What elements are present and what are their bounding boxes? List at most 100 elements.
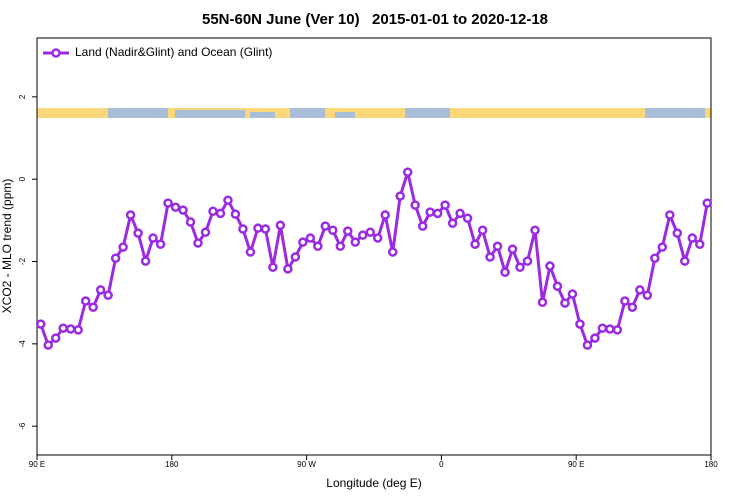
point [650, 253, 660, 263]
point [545, 261, 555, 271]
point [43, 340, 53, 350]
x-tick-label: 180 [165, 460, 179, 469]
x-tick-label: 90 E [29, 460, 45, 469]
point [605, 324, 615, 334]
point [695, 239, 705, 249]
point [65, 324, 76, 334]
point [507, 244, 518, 254]
point [492, 241, 503, 252]
point [118, 242, 128, 252]
point [500, 267, 510, 277]
point [462, 213, 473, 224]
point [298, 237, 308, 247]
x-tick-label: 0 [439, 460, 444, 469]
point [672, 228, 683, 238]
point [665, 210, 675, 220]
point [567, 289, 578, 299]
point [223, 195, 233, 205]
point [155, 239, 166, 249]
point [537, 297, 548, 308]
point [477, 225, 488, 235]
point [268, 262, 278, 273]
x-tick-label: 90 E [568, 460, 584, 469]
y-tick-label: -6 [18, 422, 27, 430]
point [470, 239, 480, 249]
point [522, 256, 533, 266]
point [320, 221, 331, 231]
point [290, 252, 301, 262]
point [305, 233, 316, 243]
y-tick-label: 2 [18, 94, 27, 99]
point [253, 223, 263, 233]
plot-frame [36, 37, 712, 456]
point [260, 224, 271, 234]
point [133, 228, 143, 238]
point [590, 333, 600, 343]
point [440, 200, 450, 210]
legend-label: Land (Nadir&Glint) and Ocean (Glint) [75, 45, 272, 59]
point [193, 238, 203, 248]
chart-title: 55N-60N June (Ver 10) 2015-01-01 to 2020… [202, 11, 548, 28]
point [680, 256, 690, 266]
point [387, 247, 398, 257]
point [432, 208, 443, 219]
point [110, 253, 121, 263]
point [372, 233, 383, 243]
point [455, 208, 465, 219]
point [335, 241, 346, 252]
point [73, 325, 83, 335]
point [380, 210, 390, 220]
point [417, 221, 428, 231]
point [275, 220, 286, 231]
point [530, 225, 540, 235]
point [552, 281, 563, 291]
y-tick-label: -2 [18, 257, 27, 265]
map-strip [37, 108, 711, 118]
point [313, 241, 323, 252]
point [140, 256, 151, 266]
point [402, 167, 413, 177]
point [635, 285, 645, 295]
point [80, 296, 91, 306]
point [627, 302, 638, 312]
x-axis-label: Longitude (deg E) [326, 476, 421, 490]
point [230, 209, 241, 219]
point [582, 340, 593, 350]
point [58, 323, 68, 333]
series-line [39, 166, 709, 348]
point [365, 227, 376, 238]
y-tick-label: 0 [18, 176, 27, 181]
point [283, 264, 293, 274]
point [215, 208, 226, 219]
point [702, 198, 713, 208]
point [560, 298, 570, 308]
point [328, 225, 338, 235]
point [35, 319, 46, 329]
y-axis-label: XCO2 - MLO trend (ppm) [0, 179, 14, 314]
point [245, 247, 256, 257]
point [597, 323, 608, 333]
point [395, 191, 405, 201]
point [447, 218, 458, 228]
point [642, 290, 653, 301]
point [125, 210, 136, 220]
point [200, 227, 211, 238]
legend-marker [51, 48, 61, 58]
point [238, 224, 248, 234]
point [95, 285, 106, 295]
point [657, 242, 668, 252]
point [208, 206, 218, 217]
point [358, 230, 368, 240]
point [148, 233, 158, 243]
y-tick-label: -4 [18, 340, 27, 348]
point [410, 200, 420, 210]
x-tick-label: 90 W [297, 460, 316, 469]
point [185, 217, 196, 227]
point [575, 319, 585, 329]
point [620, 296, 630, 306]
point [485, 252, 495, 262]
point [178, 205, 188, 215]
point [163, 198, 173, 208]
